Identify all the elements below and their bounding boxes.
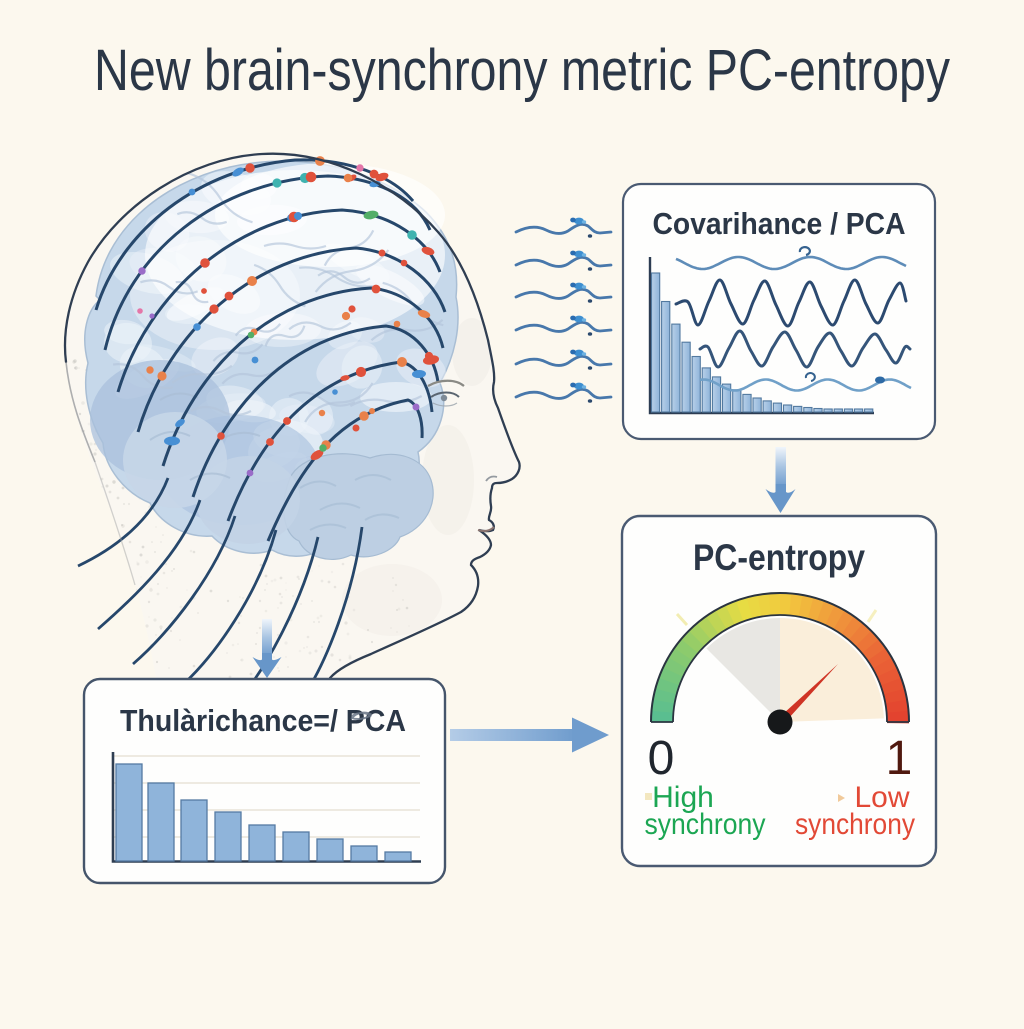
svg-text:synchrony: synchrony [795,808,915,841]
svg-text:0: 0 [648,732,675,785]
svg-text:High: High [652,781,714,814]
svg-text:Covarihance / PCA: Covarihance / PCA [653,206,906,241]
svg-text:1: 1 [886,732,913,785]
svg-text:PC-entropy: PC-entropy [693,537,865,578]
svg-text:synchrony: synchrony [645,808,766,841]
svg-text:Thulàrichance=/ PCA: Thulàrichance=/ PCA [120,703,406,738]
svg-text:Low: Low [854,781,909,814]
svg-text:New brain-synchrony metric PC-: New brain-synchrony metric PC-entropy [94,38,950,103]
